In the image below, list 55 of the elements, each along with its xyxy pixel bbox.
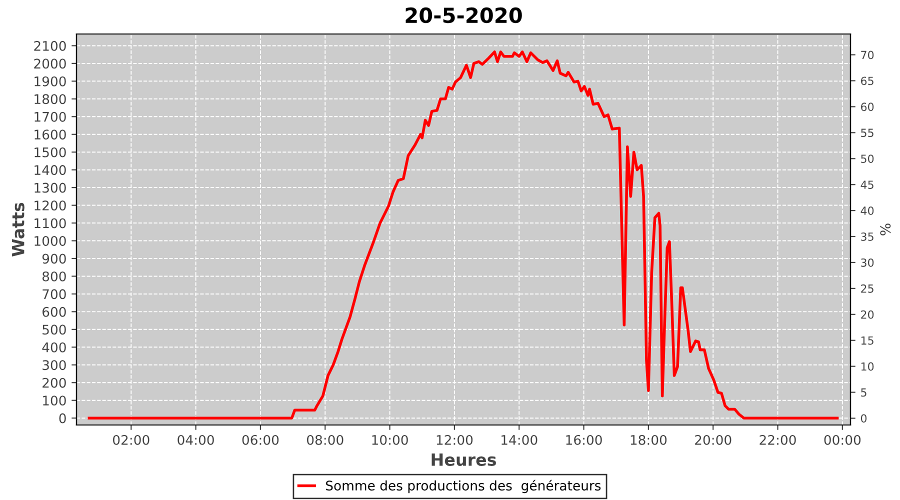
y2-tick-label: 65 — [861, 76, 874, 86]
y-tick-label: 900 — [42, 254, 66, 264]
y2-tick-label: 35 — [861, 232, 874, 241]
y-tick-label: 1800 — [34, 94, 66, 104]
x-tick-label: 04:00 — [178, 434, 214, 445]
x-tick-label: 14:00 — [502, 434, 538, 445]
x-tick-label: 16:00 — [566, 434, 602, 445]
y-tick-label: 1100 — [34, 218, 66, 228]
y2-tick-label: 0 — [860, 414, 867, 423]
y-tick-label: 2000 — [34, 58, 66, 69]
x-tick-label: 08:00 — [306, 434, 344, 445]
y2-tick-label: 10 — [861, 362, 874, 371]
y-tick-label: 200 — [42, 378, 66, 388]
legend-label: Somme des productions des générateurs — [326, 480, 601, 494]
y2-tick-label: 55 — [861, 128, 874, 138]
y-tick-label: 700 — [42, 289, 66, 300]
y-axis-title: Watts — [12, 202, 24, 256]
y-tick-label: 1600 — [34, 130, 66, 140]
x-tick-label: 12:00 — [436, 434, 473, 445]
y2-tick-label: 45 — [860, 180, 874, 189]
x-tick-label: 00:00 — [824, 434, 861, 445]
y-tick-label: 100 — [43, 396, 66, 406]
y-tick-label: 1700 — [34, 112, 66, 122]
y-tick-label: 400 — [42, 342, 66, 352]
y2-axis-title: % — [880, 224, 891, 236]
y-tick-label: 1500 — [34, 147, 66, 158]
y2-tick-label: 40 — [860, 206, 874, 215]
x-tick-label: 02:00 — [112, 434, 150, 445]
line-series — [88, 50, 839, 420]
y2-tick-label: 60 — [861, 102, 874, 112]
y2-tick-label: 5 — [861, 388, 866, 397]
y2-tick-label: 25 — [861, 284, 874, 293]
y2-tick-label: 20 — [861, 310, 874, 319]
y-tick-label: 2100 — [34, 40, 66, 51]
y-tick-label: 1000 — [34, 236, 66, 246]
y2-tick-label: 30 — [861, 258, 874, 267]
y-tick-label: 0 — [59, 413, 66, 424]
x-tick-label: 06:00 — [242, 434, 279, 445]
x-axis-title: Heures — [432, 454, 496, 466]
y-tick-label: 1200 — [34, 200, 66, 210]
y-tick-label: 300 — [42, 360, 66, 370]
y-tick-label: 1900 — [34, 76, 66, 86]
x-tick-label: 10:00 — [372, 434, 408, 445]
y-tick-label: 500 — [42, 324, 66, 335]
y-tick-label: 600 — [42, 306, 66, 317]
y-tick-label: 800 — [42, 271, 66, 282]
y2-tick-label: 50 — [861, 154, 874, 163]
x-tick-label: 20:00 — [695, 434, 732, 445]
y-tick-label: 1400 — [34, 165, 66, 176]
x-tick-label: 22:00 — [760, 434, 796, 445]
y2-tick-label: 15 — [861, 336, 874, 345]
y2-tick-label: 70 — [861, 50, 874, 60]
x-tick-label: 18:00 — [630, 434, 667, 445]
chart-title: 20-5-2020 — [406, 7, 522, 24]
y-tick-label: 1300 — [34, 182, 66, 193]
